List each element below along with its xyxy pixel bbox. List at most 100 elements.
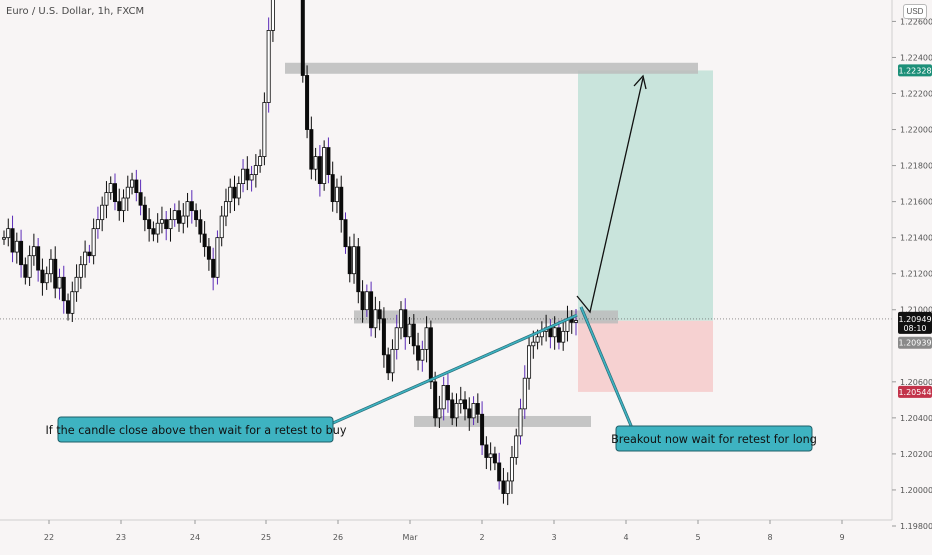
candle-body: [138, 192, 143, 206]
candle-body: [505, 480, 510, 494]
candle-body: [398, 309, 403, 329]
candle-body: [484, 444, 489, 458]
y-tick-label: 1.20600: [900, 378, 932, 387]
candle-body: [441, 385, 446, 410]
candle-body: [142, 204, 147, 221]
x-tick-label: 9: [839, 533, 844, 542]
candle-body: [300, 0, 305, 76]
candle-body: [48, 258, 53, 275]
candle-body: [497, 462, 502, 482]
candle-body: [164, 219, 169, 230]
candle-body: [95, 219, 100, 230]
price-label-stop: [898, 385, 932, 398]
candle-body: [40, 269, 45, 284]
candle-body: [6, 228, 11, 239]
candle-body: [381, 318, 386, 356]
candle-body: [23, 264, 28, 278]
candle-body: [561, 330, 566, 343]
y-tick-label: 1.21600: [900, 198, 932, 207]
candle-body: [177, 210, 182, 224]
candle-body: [219, 215, 224, 239]
zone-breakout-zone: [354, 310, 618, 324]
candle-body: [211, 258, 216, 278]
x-tick-label: 26: [333, 533, 343, 542]
candle-body: [194, 210, 199, 221]
candle-body: [509, 457, 514, 482]
candle-body: [258, 156, 263, 166]
candle-body: [262, 102, 267, 157]
candle-body: [2, 237, 7, 240]
candle-body: [189, 201, 194, 212]
candle-body: [309, 129, 314, 170]
candle-body: [535, 336, 540, 343]
candle-body: [10, 228, 15, 253]
candle-body: [112, 183, 117, 203]
candle-body: [100, 204, 105, 221]
x-tick-label: 25: [261, 533, 271, 542]
candle-body: [394, 327, 399, 350]
trendline-callout-right-inner: [580, 306, 633, 429]
candle-body: [347, 246, 352, 275]
candle-body: [228, 186, 233, 203]
candle-body: [317, 156, 322, 185]
y-tick-label: 1.20400: [900, 414, 932, 423]
candle-body: [61, 276, 66, 302]
candle-body: [249, 174, 254, 181]
candle-body: [125, 186, 130, 199]
y-tick-label: 1.21200: [900, 270, 932, 279]
candle-body: [168, 219, 173, 230]
zone-support-bottom: [414, 415, 591, 427]
price-label-entry: [898, 336, 932, 349]
candle-body: [117, 201, 122, 212]
candle-body: [514, 435, 519, 458]
candle-body: [548, 327, 553, 338]
candle-body: [428, 327, 433, 383]
x-tick-label: 2: [479, 533, 484, 542]
candle-body: [352, 246, 357, 275]
candle-body: [108, 183, 113, 194]
candle-body: [322, 147, 327, 185]
y-tick-label: 1.21000: [900, 306, 932, 315]
candle-body: [454, 403, 459, 419]
candle-body: [27, 255, 32, 278]
candle-body: [104, 192, 109, 206]
candle-body: [202, 233, 207, 248]
candle-body: [386, 354, 391, 374]
candle-body: [407, 323, 412, 338]
candle-body: [574, 320, 579, 323]
callout-text-right: Breakout now wait for retest for long: [611, 433, 817, 446]
candle-body: [91, 228, 96, 257]
candle-body: [531, 341, 536, 347]
candle-body: [241, 168, 246, 185]
x-tick-label: 4: [623, 533, 628, 542]
candle-body: [74, 276, 79, 293]
zone-resistance-top: [285, 62, 698, 74]
candle-body: [313, 156, 318, 170]
candle-body: [70, 291, 75, 314]
price-label-target: [898, 64, 932, 77]
candle-body: [445, 385, 450, 401]
y-tick-label: 1.22600: [900, 17, 932, 26]
candle-body: [181, 215, 186, 224]
x-tick-label: 8: [767, 533, 772, 542]
currency-button[interactable]: USD: [903, 4, 927, 19]
candle-body: [364, 291, 369, 311]
candle-body: [130, 179, 135, 188]
candle-body: [552, 327, 557, 338]
candle-body: [411, 323, 416, 347]
candle-body: [330, 174, 335, 203]
candle-body: [463, 399, 468, 410]
candle-body: [14, 240, 19, 253]
candle-body: [253, 165, 258, 175]
x-tick-label: 23: [116, 533, 126, 542]
candle-body: [78, 264, 83, 278]
candle-body: [155, 222, 160, 235]
candle-body: [420, 348, 425, 361]
candle-body: [518, 408, 523, 437]
candle-body: [147, 219, 152, 230]
candle-body: [334, 186, 339, 203]
candle-body: [57, 276, 62, 289]
candle-body: [83, 251, 88, 266]
candle-body: [501, 480, 506, 494]
